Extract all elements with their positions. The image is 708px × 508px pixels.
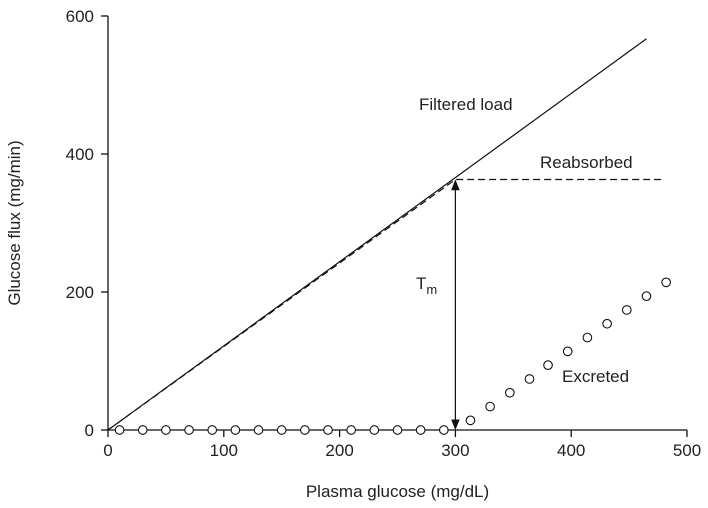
excreted-point [161, 425, 171, 435]
excreted-point [323, 425, 333, 435]
excreted-point [562, 346, 573, 357]
plot-area [107, 38, 672, 435]
x-tick-label: 400 [557, 441, 585, 460]
axes: 0 100 200 300 400 500 0 200 400 600 [66, 7, 702, 460]
reabsorbed-label: Reabsorbed [540, 153, 633, 172]
excreted-point [137, 425, 148, 435]
excreted-point [114, 425, 125, 435]
x-axis-ticks: 0 100 200 300 400 500 [103, 430, 701, 460]
excreted-point [602, 318, 612, 329]
x-tick-label: 100 [210, 441, 238, 460]
excreted-point [253, 425, 264, 435]
tm-label-subscript: m [426, 282, 437, 297]
excreted-point [543, 360, 553, 370]
excreted-point [369, 425, 380, 435]
x-tick-label: 300 [441, 441, 469, 460]
tm-label: Tm [416, 274, 437, 297]
y-axis-title: Glucose flux (mg/min) [5, 140, 24, 305]
excreted-point [415, 425, 426, 435]
excreted-point [485, 401, 495, 412]
x-axis-title: Plasma glucose (mg/dL) [306, 482, 489, 501]
y-tick-label: 600 [66, 7, 94, 26]
y-tick-label: 0 [85, 421, 94, 440]
y-tick-label: 200 [66, 283, 94, 302]
reabsorbed-line [107, 178, 664, 431]
y-axis-ticks: 0 200 400 600 [66, 7, 108, 440]
excreted-point [346, 425, 357, 435]
excreted-point [207, 425, 218, 435]
excreted-point [300, 425, 310, 435]
excreted-point [661, 277, 672, 288]
excreted-label: Excreted [562, 367, 629, 386]
excreted-point [392, 425, 403, 435]
filtered-load-label: Filtered load [419, 95, 513, 114]
x-tick-label: 0 [103, 441, 112, 460]
excreted-points [114, 277, 672, 435]
excreted-point [230, 425, 241, 435]
excreted-point [465, 415, 476, 426]
excreted-point [504, 387, 515, 398]
excreted-point [621, 305, 632, 315]
excreted-point [438, 425, 449, 435]
excreted-point [582, 332, 593, 343]
excreted-point [276, 425, 287, 435]
x-tick-label: 200 [325, 441, 353, 460]
tm-label-main: T [416, 274, 426, 293]
excreted-point [184, 425, 194, 435]
y-tick-label: 400 [66, 145, 94, 164]
excreted-point [524, 374, 535, 384]
x-tick-label: 500 [673, 441, 701, 460]
excreted-point [641, 291, 652, 301]
